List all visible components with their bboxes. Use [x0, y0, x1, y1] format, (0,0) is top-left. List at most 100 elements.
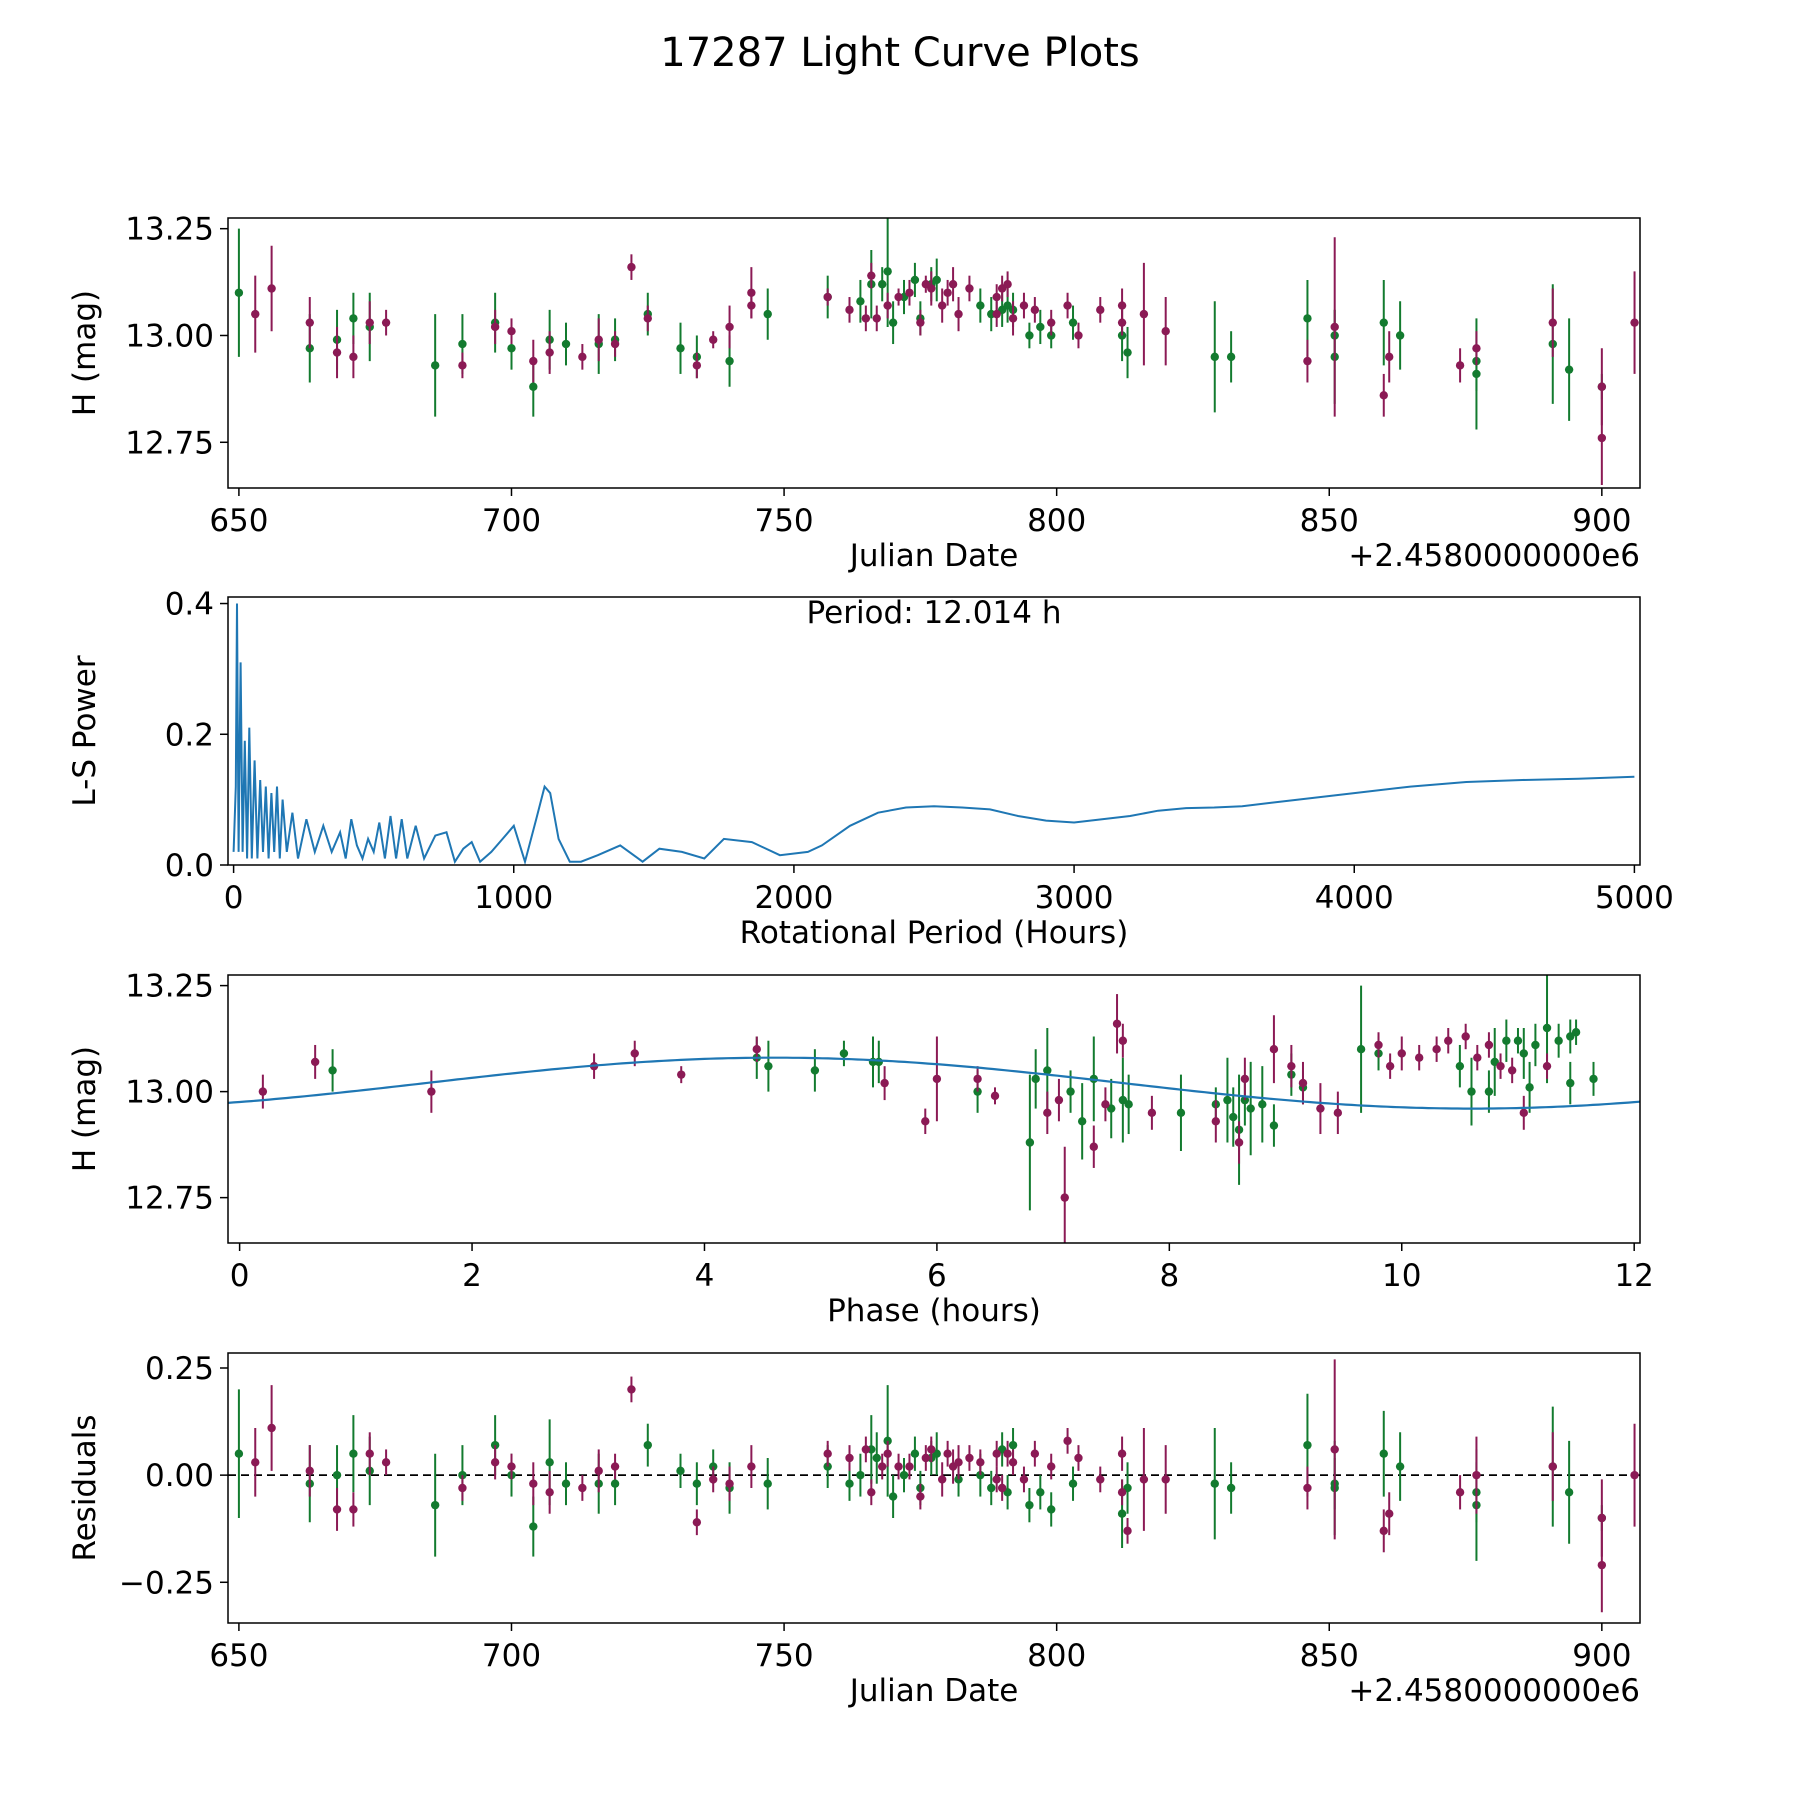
data-point	[1455, 1488, 1465, 1497]
data-point	[1117, 1488, 1127, 1497]
data-point	[1008, 1440, 1018, 1450]
data-point	[507, 344, 516, 353]
data-point	[1068, 318, 1078, 327]
data-point	[594, 1466, 603, 1476]
data-point	[856, 297, 865, 306]
x-tick-label: 850	[1300, 1638, 1359, 1674]
data-point	[1566, 1078, 1575, 1088]
x-tick-label: 2000	[754, 880, 833, 916]
data-point	[990, 1091, 1000, 1101]
data-point	[267, 284, 276, 293]
axes-frame	[227, 974, 1641, 1244]
x-tick-label: 10	[1382, 1258, 1421, 1294]
data-point	[937, 1475, 947, 1484]
data-point	[1036, 322, 1045, 332]
data-point	[1531, 1040, 1540, 1050]
data-point	[1096, 305, 1105, 315]
data-point	[839, 1049, 849, 1058]
data-point	[899, 1470, 909, 1480]
data-point	[365, 1449, 374, 1458]
data-point	[1066, 1087, 1075, 1096]
data-point	[1385, 1061, 1395, 1071]
x-tick-label: 700	[482, 1638, 541, 1674]
x-tick-label: 650	[209, 1638, 268, 1674]
fit-curve	[228, 1056, 1640, 1110]
data-point	[1519, 1108, 1528, 1118]
data-point	[1074, 1453, 1083, 1463]
data-point	[1519, 1049, 1528, 1058]
data-point	[823, 1462, 832, 1471]
y-tick-label: 0.2	[165, 717, 214, 753]
data-point	[992, 1475, 1001, 1484]
series-magenta	[251, 237, 1639, 486]
data-point	[1054, 1095, 1064, 1105]
data-point	[845, 1453, 854, 1463]
data-point	[310, 1057, 320, 1067]
data-point	[349, 1449, 358, 1458]
data-point	[578, 352, 587, 362]
data-point	[692, 1479, 702, 1488]
data-point	[267, 1423, 276, 1433]
data-point	[752, 1045, 761, 1054]
data-point	[1161, 1475, 1170, 1484]
data-point	[610, 339, 620, 349]
data-point	[1333, 1108, 1343, 1118]
data-point	[1240, 1074, 1250, 1084]
data-point	[1118, 1095, 1128, 1105]
data-point	[1542, 1061, 1552, 1071]
data-point	[1330, 1445, 1339, 1454]
data-point	[545, 1458, 554, 1467]
data-point	[1564, 365, 1574, 374]
axes-frame	[227, 1352, 1641, 1624]
x-tick-label: 650	[209, 503, 268, 539]
data-point	[1597, 433, 1607, 443]
data-point	[1101, 1100, 1110, 1109]
data-point	[927, 284, 936, 293]
data-point	[810, 1066, 820, 1075]
data-point	[1303, 1483, 1312, 1493]
data-point	[1047, 318, 1056, 327]
data-point	[1432, 1045, 1441, 1054]
data-point	[954, 309, 963, 319]
data-point	[823, 1449, 832, 1458]
data-point	[1379, 1526, 1388, 1536]
data-point	[234, 1449, 244, 1458]
data-point	[1525, 1083, 1534, 1092]
y-tick-label: 0.4	[165, 587, 214, 623]
data-point	[867, 271, 876, 280]
data-point	[1589, 1074, 1598, 1084]
data-point	[1566, 1032, 1575, 1041]
data-point	[1571, 1028, 1581, 1037]
data-point	[1303, 356, 1312, 366]
data-point	[1484, 1087, 1494, 1096]
x-tick-label: 900	[1572, 1638, 1631, 1674]
data-point	[529, 356, 538, 366]
data-point	[845, 1479, 854, 1488]
data-point	[1147, 1108, 1157, 1118]
data-point	[1117, 1449, 1127, 1458]
data-point	[677, 1070, 686, 1079]
x-tick-label: 1000	[474, 880, 553, 916]
data-point	[872, 1453, 881, 1463]
data-point	[1074, 331, 1083, 340]
data-point	[725, 1479, 734, 1488]
x-tick-label: 2	[462, 1258, 482, 1294]
data-point	[976, 301, 985, 310]
data-point	[1089, 1142, 1098, 1151]
data-point	[630, 1049, 639, 1058]
data-point	[349, 314, 358, 323]
data-point	[332, 348, 342, 357]
data-point	[764, 1061, 773, 1071]
data-point	[1025, 1500, 1034, 1510]
data-point	[910, 275, 920, 285]
data-point	[905, 1462, 914, 1471]
data-point	[1385, 352, 1394, 362]
data-point	[965, 1453, 974, 1463]
data-point	[1316, 1104, 1325, 1113]
data-point	[867, 1488, 876, 1497]
x-tick-label: 3000	[1035, 880, 1114, 916]
data-point	[1395, 1462, 1405, 1471]
data-point	[997, 1483, 1007, 1493]
x-tick-label: 850	[1300, 503, 1359, 539]
